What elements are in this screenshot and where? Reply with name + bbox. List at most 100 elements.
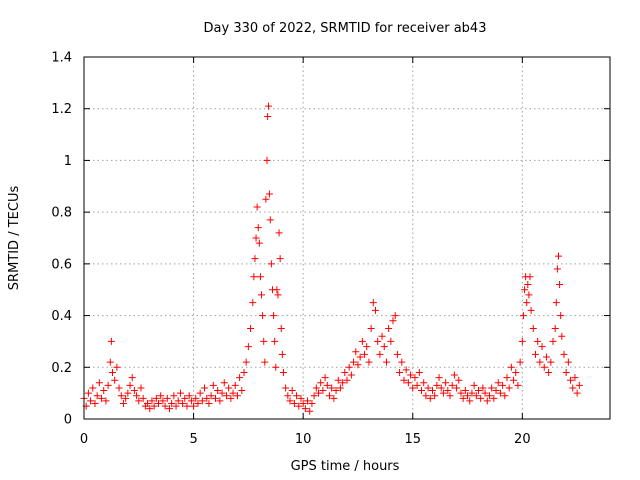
data-point: [382, 358, 390, 366]
data-point: [205, 399, 213, 407]
data-point: [334, 376, 342, 384]
data-point: [529, 325, 537, 332]
data-point: [378, 332, 386, 340]
data-point: [492, 387, 500, 395]
data-point: [371, 306, 379, 314]
data-point: [113, 363, 121, 371]
data-point: [534, 337, 542, 345]
data-point: [339, 379, 347, 387]
data-point: [431, 392, 439, 400]
data-point: [562, 368, 570, 376]
data-point: [244, 343, 252, 351]
data-point: [341, 368, 349, 376]
data-point: [214, 387, 222, 395]
data-point: [418, 387, 426, 395]
y-tick-label: 0.6: [51, 257, 72, 272]
data-point: [279, 368, 287, 376]
data-point: [488, 384, 496, 392]
data-point: [231, 381, 239, 389]
data-point: [404, 379, 412, 387]
data-point: [571, 374, 579, 382]
data-point: [172, 402, 180, 410]
data-point: [453, 384, 461, 392]
x-tick-label: 10: [295, 432, 312, 447]
data-point: [203, 394, 211, 402]
data-point: [560, 350, 568, 358]
data-point: [161, 402, 169, 410]
data-point: [284, 392, 292, 400]
data-points: [80, 102, 583, 415]
data-point: [212, 394, 219, 402]
data-point: [549, 337, 557, 345]
data-point: [139, 394, 147, 402]
data-point: [260, 337, 268, 345]
data-point: [253, 203, 261, 211]
data-point: [263, 156, 271, 164]
data-point: [547, 358, 555, 366]
data-point: [198, 397, 206, 405]
data-point: [247, 325, 255, 332]
data-point: [413, 381, 421, 389]
data-point: [376, 350, 384, 358]
data-point: [442, 379, 450, 387]
data-point: [391, 312, 399, 320]
data-point: [218, 389, 226, 397]
data-point: [455, 376, 463, 384]
data-point: [323, 381, 331, 389]
data-point: [293, 392, 301, 400]
data-point: [271, 337, 279, 345]
data-point: [89, 384, 97, 392]
data-point: [398, 358, 406, 366]
data-point: [468, 389, 476, 397]
data-point: [564, 358, 572, 366]
data-point: [290, 399, 298, 407]
data-point: [144, 399, 152, 407]
data-point: [98, 394, 106, 402]
data-point: [274, 291, 282, 299]
data-point: [556, 281, 564, 289]
data-point: [518, 337, 526, 345]
data-point: [332, 387, 340, 395]
data-point: [174, 397, 182, 405]
data-point: [490, 394, 498, 402]
data-point: [155, 399, 163, 407]
data-point: [233, 392, 241, 400]
data-point: [265, 190, 273, 198]
data-point: [330, 394, 338, 402]
data-point: [433, 381, 441, 389]
data-point: [461, 387, 469, 395]
y-axis-label: SRMTID / TECUs: [7, 186, 22, 291]
data-point: [187, 397, 195, 405]
data-point: [297, 394, 305, 402]
data-point: [542, 353, 550, 361]
data-point: [569, 384, 577, 392]
data-point: [545, 368, 553, 376]
data-point: [301, 405, 309, 413]
data-point: [567, 376, 575, 384]
grid: [84, 57, 610, 419]
data-point: [402, 366, 410, 374]
data-point: [494, 379, 502, 387]
data-point: [385, 325, 393, 332]
data-point: [358, 337, 366, 345]
data-point: [115, 384, 123, 392]
data-point: [310, 392, 318, 400]
y-tick-label: 0.2: [51, 361, 72, 376]
data-point: [119, 399, 127, 407]
x-tick-label: 5: [189, 432, 197, 447]
data-point: [470, 381, 478, 389]
data-point: [196, 389, 204, 397]
y-tick-label: 0.8: [51, 206, 72, 221]
data-point: [519, 312, 527, 320]
data-point: [240, 368, 248, 376]
data-point: [345, 363, 353, 371]
data-point: [525, 291, 533, 299]
data-point: [308, 399, 316, 407]
data-point: [558, 332, 566, 340]
data-point: [266, 216, 274, 224]
data-point: [157, 392, 165, 400]
data-point: [407, 371, 415, 379]
data-point: [374, 337, 382, 345]
data-point: [107, 337, 115, 345]
data-point: [367, 325, 375, 332]
